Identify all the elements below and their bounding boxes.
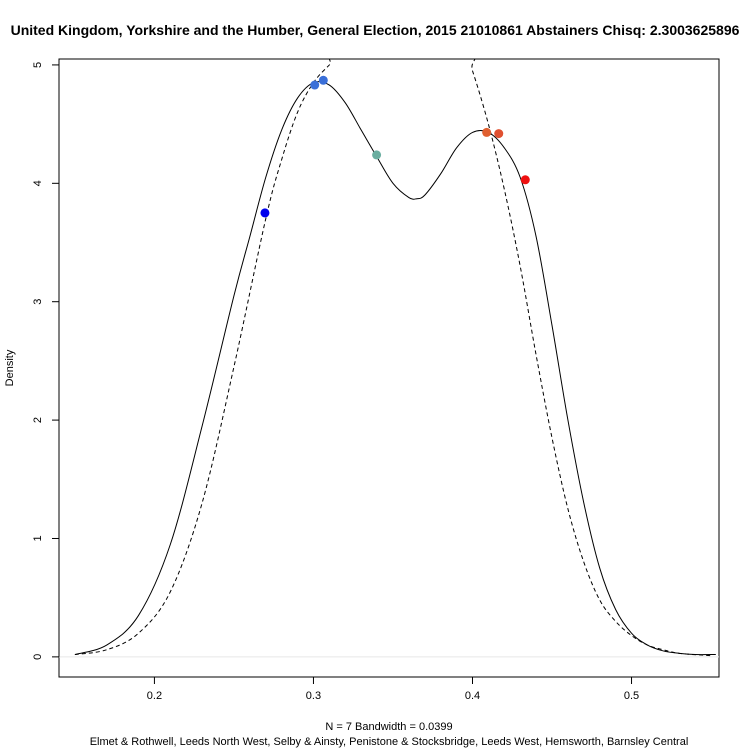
reference-density-curve	[74, 59, 712, 657]
data-point	[520, 175, 530, 185]
data-point	[318, 75, 328, 85]
x-tick-label: 0.2	[147, 690, 162, 702]
y-tick-label: 2	[32, 417, 44, 423]
data-point	[372, 150, 382, 160]
x-axis: 0.2 0.3 0.4 0.5	[147, 676, 639, 702]
x-axis-label-line1: N = 7 Bandwidth = 0.0399	[325, 721, 452, 733]
y-axis: 0 1 2 3 4 5	[32, 62, 60, 660]
plot-area	[58, 58, 720, 678]
y-axis-label: Density	[4, 349, 16, 386]
chart-title: United Kingdom, Yorkshire and the Humber…	[11, 22, 740, 38]
data-point	[310, 80, 320, 90]
x-tick-label: 0.3	[306, 690, 321, 702]
data-point	[260, 208, 270, 218]
y-tick-label: 3	[32, 299, 44, 305]
data-point	[494, 129, 504, 139]
y-tick-label: 1	[32, 535, 44, 541]
x-tick-label: 0.4	[465, 690, 480, 702]
x-tick-label: 0.5	[624, 690, 639, 702]
y-tick-label: 4	[32, 180, 44, 186]
density-curve	[74, 81, 716, 656]
data-points	[260, 75, 530, 218]
data-point	[482, 127, 492, 137]
density-curves	[59, 59, 719, 658]
y-tick-label: 0	[32, 654, 44, 660]
y-tick-label: 5	[32, 62, 44, 68]
x-axis-label-line2: Elmet & Rothwell, Leeds North West, Selb…	[90, 736, 689, 748]
